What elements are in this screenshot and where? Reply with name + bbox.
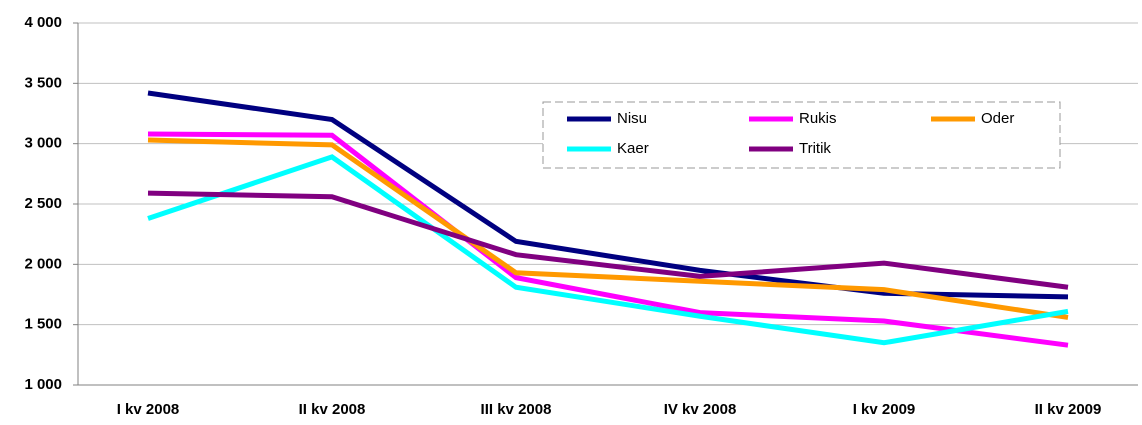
line-series bbox=[147, 190, 1069, 290]
y-tick-label: 1 000 bbox=[24, 376, 62, 393]
line-series bbox=[147, 154, 1069, 346]
x-tick-label: IV kv 2008 bbox=[664, 401, 737, 418]
legend-label: Kaer bbox=[617, 140, 649, 157]
x-tick-label: I kv 2009 bbox=[853, 401, 916, 418]
x-tick-label: III kv 2008 bbox=[481, 401, 552, 418]
y-tick-label: 2 500 bbox=[24, 195, 62, 212]
y-tick-label: 3 500 bbox=[24, 74, 62, 91]
legend-label: Oder bbox=[981, 110, 1014, 127]
x-tick-label: I kv 2008 bbox=[117, 401, 180, 418]
x-tick-label: II kv 2009 bbox=[1035, 401, 1102, 418]
line-series bbox=[147, 131, 1069, 348]
legend-box bbox=[542, 101, 1061, 169]
legend-label: Rukis bbox=[799, 110, 837, 127]
y-tick-label: 4 000 bbox=[24, 14, 62, 31]
legend-label: Tritik bbox=[799, 140, 831, 157]
legend-label: Nisu bbox=[617, 110, 647, 127]
y-tick-label: 1 500 bbox=[24, 316, 62, 333]
line-series bbox=[147, 137, 1069, 320]
y-tick-label: 2 000 bbox=[24, 255, 62, 272]
y-tick-label: 3 000 bbox=[24, 135, 62, 152]
x-tick-label: II kv 2008 bbox=[299, 401, 366, 418]
